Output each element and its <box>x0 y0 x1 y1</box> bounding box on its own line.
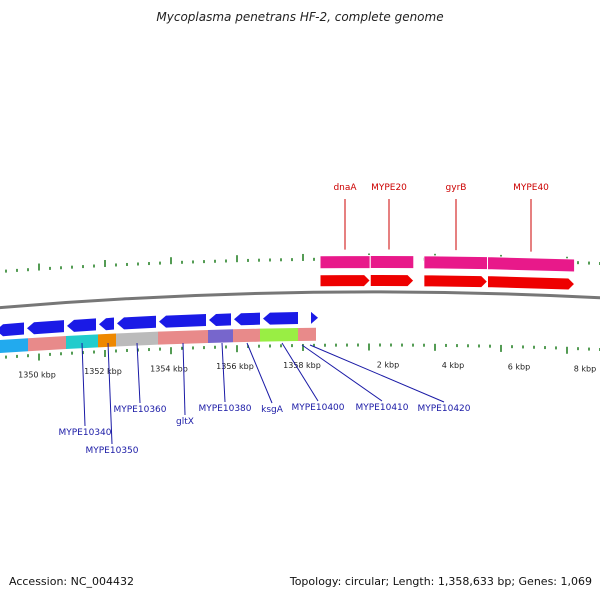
cog-segment <box>158 329 208 345</box>
cog-segment <box>260 328 298 342</box>
reverse-label-leader <box>301 344 383 402</box>
cog-track <box>0 327 316 354</box>
scale-tick-label: 1358 kbp <box>283 361 321 370</box>
cog-segment <box>116 331 158 347</box>
scale-tick-label: 1354 kbp <box>150 364 188 373</box>
forward-gene-label: dnaA <box>333 183 357 193</box>
forward-gene-labels: dnaA MYPE20 gyrB MYPE40 <box>333 183 549 252</box>
reverse-gene-label: MYPE10420 <box>417 404 470 414</box>
reverse-cds-arrow <box>234 312 260 326</box>
accession-text: Accession: NC_004432 <box>9 575 135 588</box>
cog-segment <box>0 338 28 354</box>
reverse-gene-label: MYPE10410 <box>355 403 408 413</box>
reverse-gene-label: gltX <box>176 417 194 427</box>
scale-tick-labels: 1350 kbp 1352 kbp 1354 kbp 1356 kbp 1358 kbp… <box>18 361 596 380</box>
reverse-cds-arrow <box>209 313 231 326</box>
reverse-cds-arrow <box>27 320 64 335</box>
reverse-gene-label: MYPE10400 <box>291 403 344 413</box>
forward-rna-dnaA <box>319 254 371 270</box>
forward-cds-MYPE40 <box>487 275 576 291</box>
forward-rna-gyrB <box>423 255 488 271</box>
topology-text: Topology: circular; Length: 1,358,633 bp… <box>289 575 592 588</box>
reverse-label-leader <box>221 342 226 403</box>
reverse-label-leader <box>246 342 273 404</box>
reverse-label-leader <box>182 342 186 416</box>
reverse-label-leader <box>281 342 319 402</box>
inner-tick-ring <box>5 343 600 361</box>
reverse-label-leader <box>81 342 86 427</box>
forward-rna-MYPE20 <box>369 255 415 270</box>
scale-tick-label: 1350 kbp <box>18 371 56 380</box>
reverse-gene-labels: MYPE10340 MYPE10350 MYPE10360 gltX MYPE10380… <box>58 342 471 456</box>
forward-rna-MYPE40 <box>487 256 576 273</box>
scale-tick-label: 4 kbp <box>442 361 464 370</box>
reverse-cds-arrow <box>117 315 156 330</box>
cog-segment <box>298 327 316 342</box>
cog-segment <box>98 333 116 348</box>
reverse-cds-arrow <box>159 314 206 328</box>
forward-cds-dnaA <box>319 274 371 288</box>
reverse-cds-arrow <box>263 312 298 325</box>
reverse-label-leader <box>107 342 113 445</box>
forward-cds-MYPE20 <box>369 274 415 288</box>
reverse-cds-arrow <box>99 317 114 331</box>
cog-segment <box>208 329 233 343</box>
scale-tick-label: 8 kbp <box>574 364 596 373</box>
cog-segment <box>28 335 66 352</box>
forward-gene-label: gyrB <box>446 183 467 193</box>
reverse-gene-label: MYPE10360 <box>113 405 166 415</box>
reverse-label-leader <box>136 342 141 404</box>
reverse-cds-arrow <box>311 311 318 324</box>
scale-tick-label: 1352 kbp <box>84 367 122 376</box>
scale-tick-label: 1356 kbp <box>216 362 254 371</box>
forward-cds-track <box>319 274 576 291</box>
reverse-gene-label: MYPE10340 <box>58 428 111 438</box>
reverse-gene-label: ksgA <box>261 405 284 415</box>
cog-segment <box>233 328 260 343</box>
reverse-cds-arrow <box>0 322 24 337</box>
forward-rna-track <box>319 254 576 273</box>
cog-segment <box>66 334 98 349</box>
forward-cds-gyrB <box>423 274 489 289</box>
reverse-gene-label: MYPE10380 <box>198 404 251 414</box>
reverse-cds-track <box>0 311 318 337</box>
reverse-cds-arrow <box>67 318 96 332</box>
genome-backbone <box>0 290 600 310</box>
scale-tick-label: 6 kbp <box>508 362 530 371</box>
reverse-label-leader <box>309 344 445 403</box>
reverse-gene-label: MYPE10350 <box>85 446 138 456</box>
map-title: Mycoplasma penetrans HF-2, complete geno… <box>156 10 444 24</box>
forward-gene-label: MYPE20 <box>371 183 407 193</box>
scale-tick-label: 2 kbp <box>377 361 399 370</box>
forward-gene-label: MYPE40 <box>513 183 549 193</box>
